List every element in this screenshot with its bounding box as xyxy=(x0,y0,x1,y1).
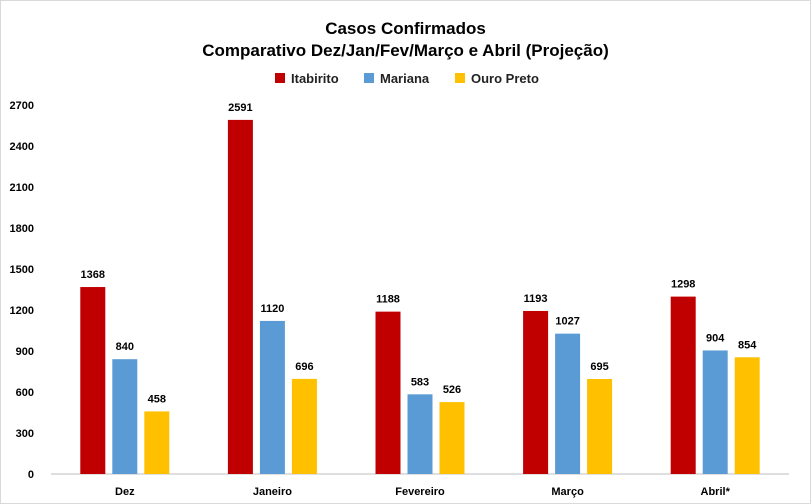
x-category-label: Março xyxy=(551,486,584,498)
chart-subtitle: Comparativo Dez/Jan/Fev/Março e Abril (P… xyxy=(202,41,609,60)
legend-swatch-2 xyxy=(455,73,465,83)
legend-swatch-0 xyxy=(275,73,285,83)
bar-mariana xyxy=(259,320,285,474)
bar-mariana xyxy=(112,359,138,474)
legend-label-0: Itabirito xyxy=(291,71,339,86)
bar-mariana xyxy=(555,333,581,474)
data-label: 1193 xyxy=(524,293,548,305)
bar-itabirito xyxy=(375,311,401,474)
x-category-label: Fevereiro xyxy=(395,486,445,498)
bar-ouro-preto xyxy=(587,379,613,474)
y-tick-label: 2400 xyxy=(10,141,34,153)
bar-ouro-preto xyxy=(291,378,317,474)
bar-itabirito xyxy=(523,310,549,474)
data-label: 904 xyxy=(706,332,725,344)
data-label: 854 xyxy=(738,339,757,351)
data-label: 2591 xyxy=(228,102,252,114)
y-tick-label: 0 xyxy=(28,469,34,481)
data-label: 696 xyxy=(295,361,313,373)
data-label: 1027 xyxy=(555,316,579,328)
data-label: 1368 xyxy=(81,269,105,281)
y-tick-label: 1800 xyxy=(10,223,34,235)
bar-mariana xyxy=(702,350,728,474)
data-label: 583 xyxy=(411,376,429,388)
bar-mariana xyxy=(407,394,433,474)
y-tick-label: 300 xyxy=(16,428,34,440)
y-tick-label: 1500 xyxy=(10,264,34,276)
data-label: 1188 xyxy=(376,294,400,306)
y-tick-label: 900 xyxy=(16,346,34,358)
legend-label-2: Ouro Preto xyxy=(471,71,539,86)
x-category-label: Janeiro xyxy=(253,486,292,498)
bar-itabirito xyxy=(670,296,696,474)
legend-swatch-1 xyxy=(364,73,374,83)
y-tick-label: 2100 xyxy=(10,182,34,194)
x-category-label: Dez xyxy=(115,486,135,498)
x-category-label: Abril* xyxy=(701,486,731,498)
y-tick-label: 600 xyxy=(16,387,34,399)
bar-itabirito xyxy=(227,119,253,474)
y-tick-label: 1200 xyxy=(10,305,34,317)
bar-itabirito xyxy=(80,287,106,474)
bar-ouro-preto xyxy=(144,411,170,474)
legend-label-1: Mariana xyxy=(380,71,430,86)
data-label: 1120 xyxy=(260,303,284,315)
data-label: 840 xyxy=(116,341,134,353)
data-label: 458 xyxy=(148,393,166,405)
data-label: 695 xyxy=(590,361,608,373)
y-tick-label: 2700 xyxy=(10,100,34,112)
bar-ouro-preto xyxy=(734,357,760,474)
bar-ouro-preto xyxy=(439,402,465,474)
data-label: 1298 xyxy=(671,279,695,291)
data-label: 526 xyxy=(443,384,461,396)
chart-title: Casos Confirmados xyxy=(325,19,486,38)
